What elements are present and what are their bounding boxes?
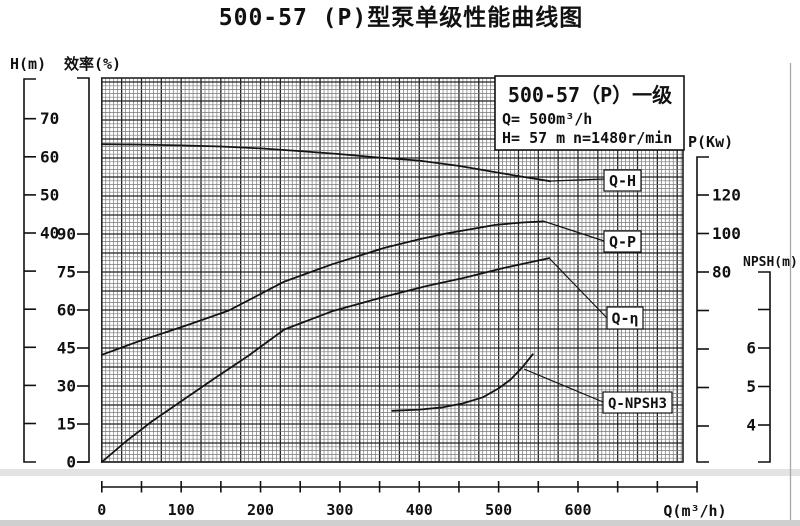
tick-label: 100 [168, 501, 195, 519]
curve-label-q-eta: Q-η [606, 306, 644, 330]
curve-Q-η [100, 257, 551, 463]
curve-label-q-h-text: Q-H [609, 172, 636, 190]
axis-NPSH: 6 5 4 [746, 271, 771, 463]
curve-Q-P [100, 220, 544, 356]
info-box: 500-57（P）一级 Q= 500m³/h H= 57 m n=1480r/m… [494, 75, 685, 151]
info-box-speed: n=1480r/min [573, 129, 672, 147]
tick-label: 80 [712, 263, 731, 282]
h-axis-label: H(m) [10, 55, 46, 73]
tick-label: 60 [57, 301, 76, 320]
curve-Q-NPSH3 [391, 353, 534, 412]
scan-band [0, 469, 800, 476]
tick-label: 400 [406, 501, 433, 519]
info-box-model: 500-57（P）一级 [508, 83, 672, 107]
tick-label: 0 [97, 501, 106, 519]
leader-q-p [542, 220, 605, 242]
bottom-strip [0, 520, 800, 526]
q-axis-label: Q(m³/h) [663, 502, 726, 520]
npsh-axis-label: NPSH(m) [743, 255, 798, 270]
leader-q-h [550, 178, 605, 182]
curve-label-q-p-text: Q-P [609, 233, 636, 251]
tick-label: 6 [746, 339, 756, 358]
axis-eta: 90 75 60 45 30 15 0 [57, 77, 90, 472]
plot-border [101, 77, 684, 463]
tick-label: 0 [66, 453, 76, 472]
tick-label: 100 [712, 224, 741, 243]
tick-label: 60 [40, 147, 59, 166]
tick-label: 5 [746, 377, 756, 396]
axis-bracket [758, 271, 771, 463]
tick-label: 4 [746, 416, 756, 435]
curve-label-q-h: Q-H [603, 169, 642, 192]
curve-label-q-npsh3: Q-NPSH3 [602, 391, 673, 414]
curve-label-q-p: Q-P [603, 230, 642, 253]
p-axis-label: P(Kw) [688, 133, 733, 151]
curves [100, 143, 552, 463]
eta-axis-label: 效率(%) [64, 55, 121, 73]
leader-q-eta [548, 257, 608, 319]
tick-label: 90 [57, 225, 76, 244]
tick-label: 50 [40, 185, 59, 204]
tick-label: 300 [326, 501, 353, 519]
axis-bracket [696, 156, 709, 463]
tick-label: 70 [40, 109, 59, 128]
tick-label: 600 [564, 501, 591, 519]
tick-label: 120 [712, 186, 741, 205]
info-box-frame [494, 75, 685, 151]
tick-label: 15 [57, 415, 76, 434]
curve-label-q-npsh3-text: Q-NPSH3 [608, 396, 667, 412]
tick-label: 40 [40, 224, 59, 243]
axis-x: 0 100 200 300 400 500 600 [97, 481, 698, 519]
axis-P: 120 100 80 [696, 156, 741, 463]
tick-label: 45 [57, 339, 76, 358]
axis-H: 70 60 50 40 [23, 78, 59, 463]
tick-label: 30 [57, 377, 76, 396]
tick-label: 200 [247, 501, 274, 519]
tick-label: 75 [57, 263, 76, 282]
tick-label: 500 [485, 501, 512, 519]
leader-q-npsh3 [523, 368, 604, 403]
curve-label-q-eta-text: Q-η [611, 310, 638, 328]
chart-title: 500-57 (P)型泵单级性能曲线图 [219, 4, 583, 31]
curve-Q-H [100, 143, 552, 183]
info-box-flow: Q= 500m³/h [502, 110, 592, 128]
info-box-head: H= 57 m [502, 129, 565, 147]
